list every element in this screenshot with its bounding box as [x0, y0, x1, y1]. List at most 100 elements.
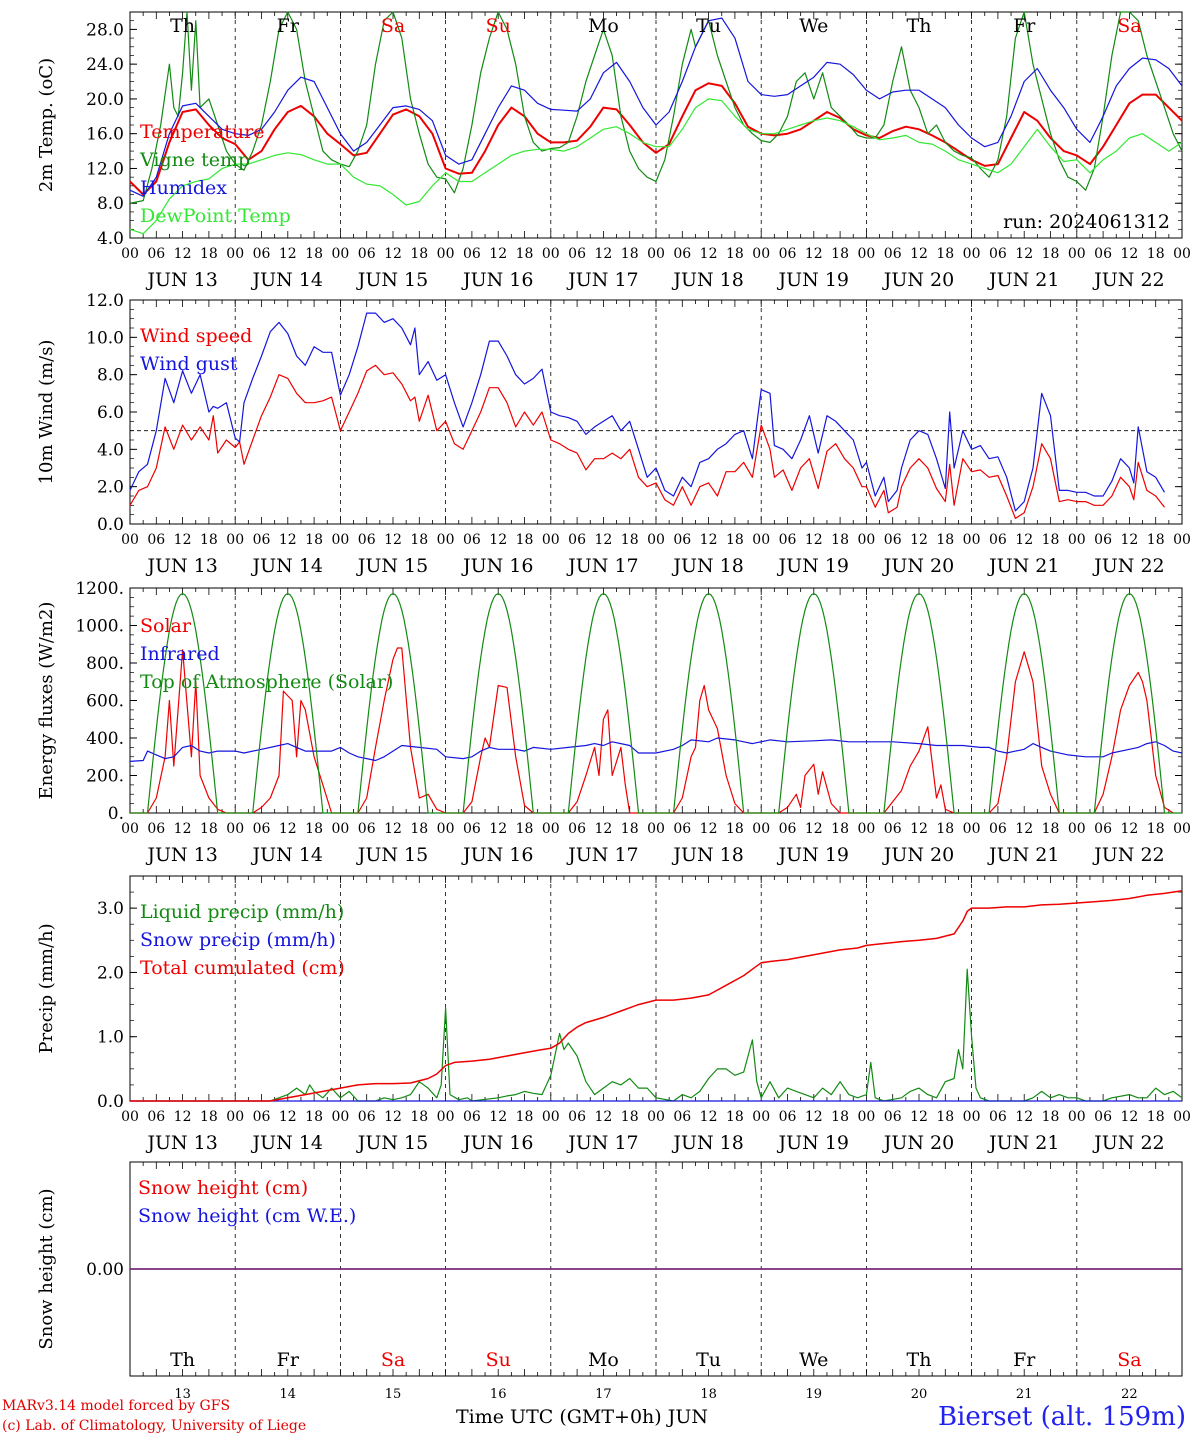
hour-label: 18: [726, 246, 744, 262]
hour-label: 00: [752, 246, 770, 262]
hour-label: 18: [410, 821, 428, 837]
legend-entry: Total cumulated (cm): [140, 957, 345, 979]
hour-label: 06: [253, 821, 271, 837]
weekday-label: Fr: [277, 1349, 300, 1371]
lab-credit: (c) Lab. of Climatology, University of L…: [2, 1418, 307, 1434]
hour-label: 06: [568, 246, 586, 262]
hour-label: 00: [542, 532, 560, 548]
date-label: JUN 22: [1092, 269, 1164, 291]
hour-label: 06: [463, 1109, 481, 1125]
date-label: JUN 18: [671, 1132, 743, 1154]
legend-entry: Wind speed: [140, 325, 252, 347]
hour-label: 18: [305, 246, 323, 262]
hour-label: 00: [647, 246, 665, 262]
y-tick-label: 16.0: [86, 125, 124, 145]
hour-label: 12: [594, 1109, 612, 1125]
date-label: JUN 19: [777, 555, 849, 577]
hour-label: 12: [174, 532, 192, 548]
hour-label: 00: [542, 1109, 560, 1125]
hour-label: 06: [989, 532, 1007, 548]
series-line-vigne-temp: [129, 11, 1183, 204]
model-credit: MARv3.14 model forced by GFS: [2, 1398, 231, 1414]
date-label: JUN 15: [356, 844, 428, 866]
hour-label: 18: [516, 1109, 534, 1125]
hour-label: 06: [358, 532, 376, 548]
date-label: JUN 20: [882, 269, 954, 291]
series-line-dewpoint-temp: [129, 98, 1183, 235]
hour-label: 06: [673, 821, 691, 837]
hour-label: 00: [331, 246, 349, 262]
panel-2: 0.0 2.0 4.0 6.0 8.0 10.0 12.0 10m Wind (m/s) Win…: [36, 291, 1191, 577]
hour-label: 00: [121, 1109, 139, 1125]
date-label: JUN 16: [461, 1132, 533, 1154]
day-number-label: 18: [700, 1387, 717, 1402]
y-tick-label: 1200.: [75, 579, 124, 599]
hour-label: 06: [779, 532, 797, 548]
hour-label: 00: [857, 246, 875, 262]
hour-label: 18: [936, 246, 954, 262]
hour-label: 12: [174, 821, 192, 837]
day-number-label: 20: [911, 1387, 928, 1402]
date-label: JUN 21: [987, 1132, 1059, 1154]
weekday-label: Su: [486, 1349, 511, 1371]
hour-label: 00: [963, 532, 981, 548]
series-line-solar: [130, 647, 1174, 814]
series-line-temperature: [129, 82, 1183, 196]
hour-label: 00: [647, 532, 665, 548]
y-tick-label: 400.: [86, 729, 124, 749]
hour-label: 12: [700, 1109, 718, 1125]
weekday-label: We: [799, 15, 828, 37]
hour-label: 12: [489, 821, 507, 837]
weekday-label: Th: [907, 15, 932, 37]
hour-label: 06: [884, 1109, 902, 1125]
hour-label: 18: [516, 532, 534, 548]
hour-label: 06: [358, 1109, 376, 1125]
weekday-label: Tu: [696, 15, 721, 37]
hour-label: 12: [1120, 532, 1138, 548]
hour-label: 06: [253, 1109, 271, 1125]
day-number-label: 17: [595, 1387, 612, 1402]
hour-label: 00: [437, 821, 455, 837]
hour-label: 12: [1120, 1109, 1138, 1125]
day-number-label: 16: [490, 1387, 507, 1402]
hour-label: 00: [752, 1109, 770, 1125]
day-number-label: 21: [1016, 1387, 1033, 1402]
legend-entry: Snow precip (mm/h): [140, 929, 336, 951]
y-tick-label: 10.0: [86, 328, 124, 348]
hour-label: 00: [121, 246, 139, 262]
date-label: JUN 15: [356, 269, 428, 291]
hour-label: 12: [279, 246, 297, 262]
hour-label: 18: [621, 1109, 639, 1125]
hour-label: 06: [147, 246, 165, 262]
hour-label: 00: [1173, 1109, 1191, 1125]
y-axis-label: 2m Temp. (oC): [36, 58, 57, 192]
date-label: JUN 21: [987, 844, 1059, 866]
hour-label: 18: [621, 532, 639, 548]
y-axis-label: Precip (mm/h): [36, 923, 57, 1053]
date-label: JUN 21: [987, 269, 1059, 291]
hour-label: 18: [1042, 246, 1060, 262]
hour-label: 18: [200, 1109, 218, 1125]
hour-label: 18: [726, 532, 744, 548]
hour-label: 18: [1147, 1109, 1165, 1125]
date-label: JUN 16: [461, 844, 533, 866]
series-line-humidex: [129, 17, 1183, 197]
panel-5: 0.00 Snow height (cm) Snow height (cm) Snow…: [36, 1161, 1183, 1402]
y-axis-label: Snow height (cm): [36, 1188, 57, 1349]
hour-label: 00: [437, 246, 455, 262]
hour-label: 12: [384, 532, 402, 548]
hour-label: 18: [516, 821, 534, 837]
date-label: JUN 14: [251, 555, 323, 577]
time-axis-label: Time UTC (GMT+0h) JUN: [456, 1406, 708, 1428]
hour-label: 12: [174, 1109, 192, 1125]
legend-entry: Liquid precip (mm/h): [140, 901, 344, 923]
y-tick-label: 12.0: [86, 291, 124, 311]
y-tick-label: 2.0: [97, 963, 124, 983]
hour-label: 00: [857, 821, 875, 837]
hour-label: 06: [884, 532, 902, 548]
y-tick-label: 28.0: [86, 20, 124, 40]
series-line-liquid-precip-mm-h-: [130, 968, 1183, 1102]
hour-label: 12: [1120, 821, 1138, 837]
date-label: JUN 13: [145, 555, 217, 577]
